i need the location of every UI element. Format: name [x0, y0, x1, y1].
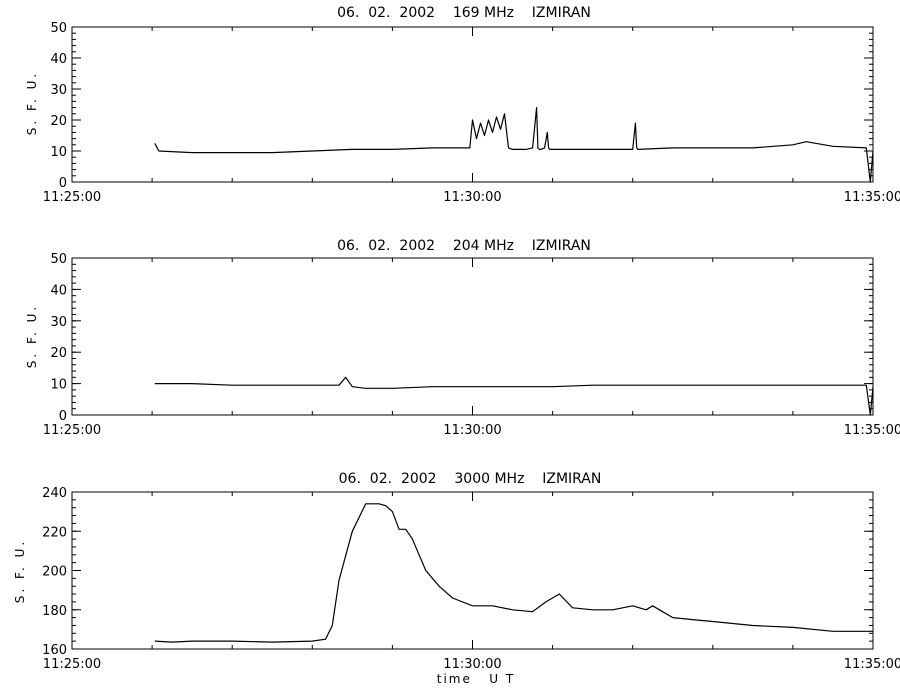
chart-3000mhz-xlabel: time U T [437, 672, 515, 686]
chart-204mhz-ylabel: S. F. U. [25, 304, 39, 368]
chart-169mhz-series-line [154, 106, 874, 183]
chart-3000mhz-title: 06. 02. 2002 3000 MHz IZMIRAN [339, 471, 602, 487]
chart-3000mhz-ylabel: S. F. U. [13, 539, 27, 603]
chart-169mhz-y-tick-label: 20 [50, 114, 67, 129]
chart-204mhz-frame [71, 257, 874, 416]
chart-3000mhz-y-tick-label: 200 [42, 565, 67, 580]
chart-204mhz-y-tick-label: 20 [50, 346, 67, 361]
chart-204mhz-panel: 06. 02. 2002 204 MHz IZMIRAN S. F. U. 11… [25, 238, 900, 438]
chart-204mhz-x-tick-label: 11:30:00 [443, 423, 501, 438]
chart-169mhz-ylabel: S. F. U. [25, 71, 39, 135]
chart-169mhz-x-tick-label: 11:25:00 [43, 190, 101, 205]
chart-169mhz-frame [71, 26, 874, 183]
chart-204mhz-x-tick-label: 11:25:00 [43, 423, 101, 438]
chart-204mhz-y-tick-label: 40 [50, 283, 67, 298]
chart-169mhz-y-tick-label: 30 [50, 83, 67, 98]
chart-204mhz-series-line [154, 376, 874, 416]
chart-3000mhz-y-tick-label: 240 [42, 486, 67, 501]
chart-3000mhz-y-tick-label: 160 [42, 643, 67, 658]
chart-204mhz-y-tick-label: 50 [50, 252, 67, 267]
chart-204mhz-y-tick-label: 10 [50, 378, 67, 393]
chart-169mhz-y-tick-label: 0 [59, 176, 67, 191]
chart-204mhz-x-tick-label: 11:35:00 [844, 423, 900, 438]
chart-3000mhz-x-tick-label: 11:30:00 [443, 657, 501, 672]
chart-3000mhz-y-tick-label: 180 [42, 604, 67, 619]
chart-3000mhz-x-tick-label: 11:25:00 [43, 657, 101, 672]
chart-169mhz-x-tick-label: 11:30:00 [443, 190, 501, 205]
chart-169mhz-y-tick-label: 40 [50, 52, 67, 67]
chart-169mhz-panel: 06. 02. 2002 169 MHz IZMIRAN S. F. U. 11… [25, 5, 900, 205]
chart-204mhz-y-tick-label: 0 [59, 409, 67, 424]
chart-169mhz-title: 06. 02. 2002 169 MHz IZMIRAN [337, 5, 591, 21]
chart-3000mhz-panel: 06. 02. 2002 3000 MHz IZMIRAN S. F. U. t… [13, 471, 900, 686]
chart-3000mhz-x-tick-label: 11:35:00 [844, 657, 900, 672]
chart-3000mhz-y-tick-label: 220 [42, 525, 67, 540]
chart-169mhz-y-tick-label: 10 [50, 145, 67, 160]
chart-204mhz-y-tick-label: 30 [50, 315, 67, 330]
chart-3000mhz-series-line [154, 503, 873, 643]
chart-204mhz-title: 06. 02. 2002 204 MHz IZMIRAN [337, 238, 591, 254]
chart-169mhz-x-tick-label: 11:35:00 [844, 190, 900, 205]
chart-169mhz-y-tick-label: 50 [50, 21, 67, 36]
